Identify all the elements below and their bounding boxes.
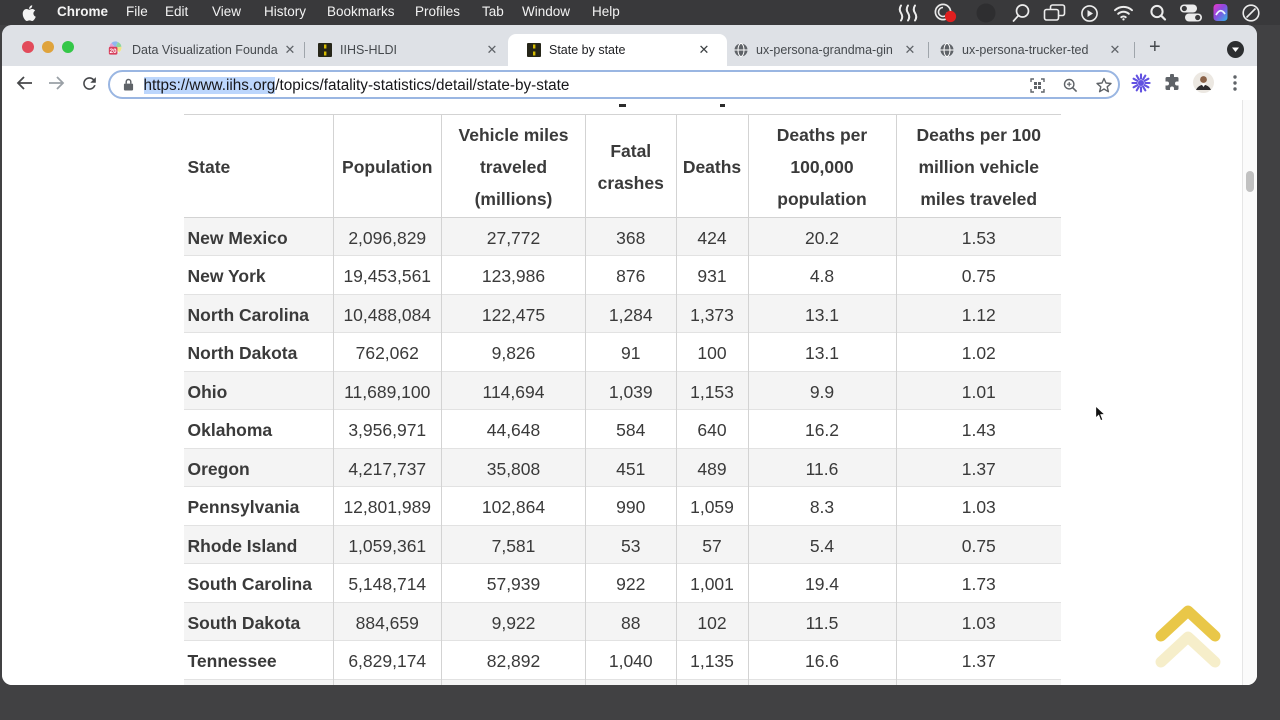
svg-text:20: 20 bbox=[110, 48, 117, 55]
